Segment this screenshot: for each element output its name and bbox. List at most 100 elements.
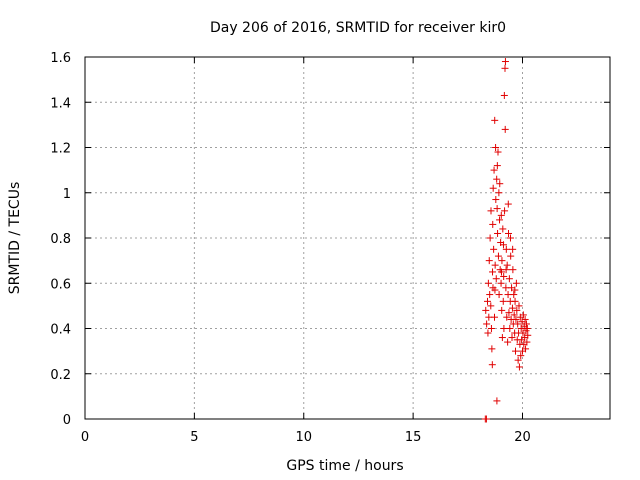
data-point [499,241,507,249]
data-point [487,207,495,215]
data-point [485,257,493,265]
data-point [512,279,520,287]
data-point [498,257,506,265]
data-point [489,184,497,192]
data-point [509,245,517,253]
data-point [506,234,514,242]
data-point [493,397,501,405]
data-point [509,266,517,274]
data-point [490,245,498,253]
data-point [490,166,498,174]
data-point [512,347,519,355]
y-tick-label: 1.2 [50,142,71,157]
data-point [517,352,525,360]
data-point [508,304,516,312]
data-point [483,320,491,328]
x-tick-label: 15 [405,430,422,445]
y-tick-label: 0.4 [50,323,71,338]
data-point [488,361,496,369]
data-point [510,291,518,299]
data-point [502,266,510,274]
data-point [497,211,505,219]
data-point [496,216,504,224]
y-tick-label: 0.2 [50,368,71,383]
data-point [500,325,508,332]
data-point [491,116,499,124]
x-tick-labels: 0 5 10 15 20 [81,430,531,445]
data-point [496,180,504,188]
data-point [488,345,496,353]
y-tick-label: 1.6 [50,51,71,66]
data-point [506,325,514,332]
data-point [519,311,527,319]
data-point [493,205,501,213]
data-point [503,261,511,269]
data-point [514,320,522,328]
data-point [492,144,500,151]
axis-ticks [84,56,610,420]
data-point [491,286,499,294]
data-point [482,415,490,423]
data-point [486,234,494,242]
data-point [504,200,512,208]
data-point [489,220,497,228]
data-point [494,252,502,260]
data-point [482,306,490,314]
data-point [492,275,500,283]
data-point [511,286,519,294]
data-points [481,58,532,423]
y-tick-label: 1.4 [50,96,71,111]
y-tick-label: 0.6 [50,277,71,292]
data-point [523,338,531,346]
data-point [495,189,503,197]
y-tick-label: 1 [63,187,71,202]
data-point [523,325,531,332]
data-point [524,331,532,339]
data-point [489,268,497,276]
data-point [484,297,491,305]
data-point [487,325,495,332]
data-point [505,229,512,237]
data-point [498,306,506,314]
data-point [508,334,516,342]
data-point [493,162,501,170]
data-point [501,207,509,215]
data-point [515,363,523,371]
data-point [521,315,529,323]
data-point [494,229,502,237]
data-point [491,261,499,269]
chart-title: Day 206 of 2016, SRMTID for receiver kir… [210,20,506,36]
grid-lines [85,57,610,419]
data-point [515,302,523,310]
x-tick-label: 5 [190,430,198,445]
data-point [493,175,501,183]
data-point [507,252,515,260]
data-point [484,329,492,337]
y-tick-label: 0 [63,413,71,428]
x-tick-label: 0 [81,430,89,445]
data-point [501,64,509,72]
data-point [501,125,509,133]
data-point [486,291,494,299]
data-point [502,245,510,253]
x-tick-label: 10 [295,430,312,445]
data-point [484,279,492,287]
data-point [504,338,512,346]
data-point [494,148,502,156]
data-point [497,279,505,287]
data-point [492,196,500,204]
data-point [522,345,530,353]
data-point [510,311,518,319]
data-point [503,313,511,321]
data-point [491,313,498,321]
data-point [487,302,495,310]
data-point [498,334,506,342]
y-tick-label: 0.8 [50,232,71,247]
data-point [501,58,509,66]
data-point [499,225,507,233]
data-point [498,268,505,276]
x-axis-label: GPS time / hours [286,458,403,474]
data-point [495,291,503,299]
data-point [499,297,507,305]
